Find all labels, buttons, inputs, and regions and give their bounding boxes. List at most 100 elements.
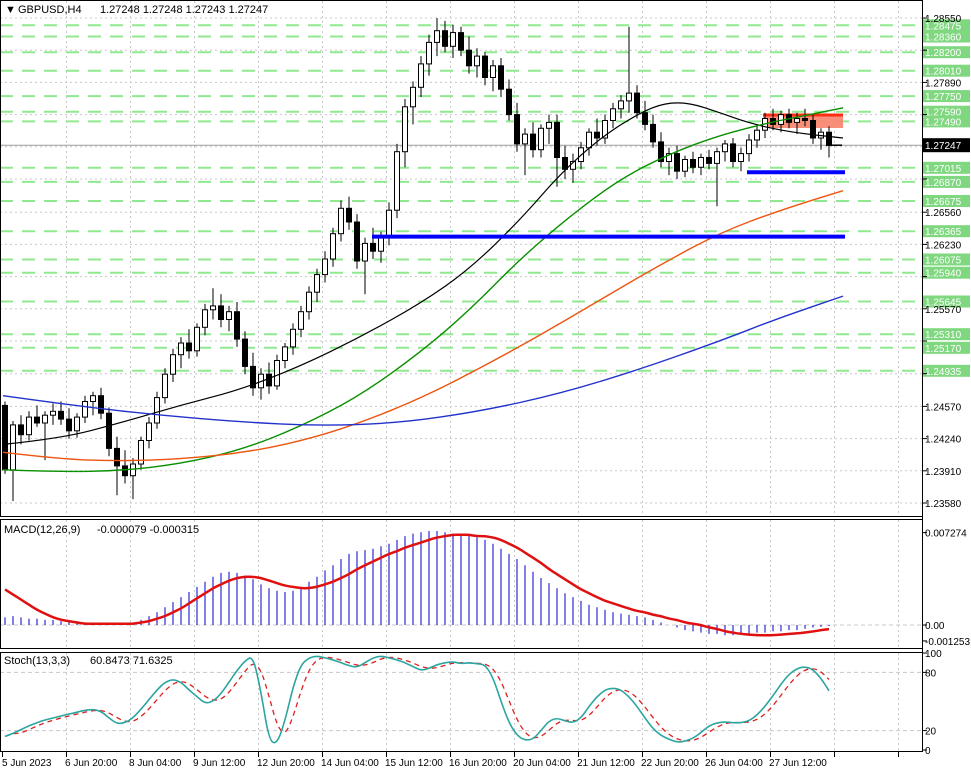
candle	[322, 258, 328, 276]
candle	[498, 65, 504, 90]
candle	[450, 32, 456, 47]
price-level-label: 1.27015	[925, 164, 962, 175]
candle	[306, 291, 312, 313]
macd-indicator-title: MACD(12,26,9)	[4, 524, 80, 536]
time-axis-label: 5 Jun 2023	[2, 758, 52, 769]
price-level-tag	[923, 341, 970, 354]
time-axis-label: 9 Jun 12:00	[193, 758, 246, 769]
candle	[50, 410, 56, 416]
ma-green	[2, 107, 844, 473]
candle	[122, 465, 128, 477]
candle	[434, 30, 440, 43]
current-price-label: 1.27247	[925, 141, 962, 152]
price-level-label: 1.28200	[925, 48, 962, 59]
macd-axis-label: -0.001253	[925, 637, 970, 648]
price-level-tag	[923, 225, 970, 238]
time-axis-label: 12 Jun 20:00	[257, 758, 315, 769]
price-axis-label: 1.26560	[925, 208, 962, 219]
price-level-tag	[923, 295, 970, 308]
price-level-label: 1.27750	[925, 92, 962, 103]
candle	[538, 127, 544, 151]
support-lines-layer	[372, 144, 845, 239]
price-level-label: 1.26075	[925, 256, 962, 267]
time-axis-label: 14 Jun 04:00	[321, 758, 379, 769]
price-level-tag	[923, 266, 970, 279]
stochastic-panel-layer	[0, 655, 922, 744]
candle	[658, 141, 664, 162]
price-level-label: 1.28360	[925, 33, 962, 44]
price-level-label: 1.25940	[925, 269, 962, 280]
candle	[586, 131, 592, 149]
candle	[266, 373, 272, 387]
macd-axis-label: 0.007274	[925, 529, 967, 540]
time-axis-label: 27 Jun 12:00	[769, 758, 827, 769]
candle	[242, 338, 248, 367]
stoch-axis-label: 20	[925, 727, 937, 738]
price-level-tag	[923, 328, 970, 341]
candle	[218, 305, 224, 320]
time-axis-label: 15 Jun 12:00	[385, 758, 443, 769]
candle	[298, 311, 304, 330]
candle	[106, 412, 112, 449]
candle	[554, 121, 560, 158]
candle	[490, 65, 496, 79]
candle	[594, 131, 600, 139]
candle	[202, 309, 208, 328]
price-level-tag	[923, 175, 970, 188]
price-level-tag	[923, 46, 970, 59]
symbol-dropdown-icon[interactable]: ▼	[5, 4, 16, 16]
candle	[186, 342, 192, 352]
candle	[722, 143, 728, 153]
stoch-main-line	[4, 655, 830, 744]
price-level-tag	[923, 364, 970, 377]
candle	[746, 139, 752, 155]
candle	[514, 114, 520, 145]
candle	[418, 63, 424, 88]
time-axis-label: 6 Jun 20:00	[65, 758, 118, 769]
candle	[34, 416, 40, 424]
candle	[394, 151, 400, 211]
panel-borders-layer	[0, 0, 923, 752]
candle	[826, 131, 832, 146]
candle	[290, 328, 296, 348]
candle	[602, 120, 608, 139]
candle	[810, 120, 816, 139]
candle	[642, 112, 648, 125]
grid-layer	[0, 1, 922, 751]
candle	[354, 221, 360, 262]
candle	[530, 133, 536, 151]
candle	[674, 153, 680, 172]
candle	[442, 30, 448, 47]
candle	[618, 100, 624, 110]
stoch-axis-label: 80	[925, 668, 937, 679]
chart-quote-values: 1.27248 1.27248 1.27243 1.27247	[100, 4, 268, 16]
stoch-indicator-title: Stoch(13,3,3)	[4, 655, 70, 667]
candle	[26, 416, 32, 436]
time-axis-label: 20 Jun 04:00	[513, 758, 571, 769]
candle	[154, 397, 160, 424]
candle	[250, 365, 256, 389]
ma-slow-blue	[2, 295, 844, 426]
ma-orange	[2, 190, 844, 462]
macd-signal-line	[4, 533, 830, 637]
price-level-label: 1.28475	[925, 21, 962, 32]
candle	[2, 404, 8, 471]
price-axis-label: 1.23580	[925, 499, 962, 510]
price-level-tag	[923, 19, 970, 32]
candle	[282, 346, 288, 361]
candle	[610, 108, 616, 122]
candle	[178, 342, 184, 356]
time-axis-label: 21 Jun 12:00	[577, 758, 635, 769]
candle	[346, 207, 352, 223]
candle	[338, 207, 344, 235]
candle	[426, 41, 432, 65]
candle	[18, 424, 24, 436]
moving-averages-layer	[2, 102, 844, 473]
price-level-tag	[923, 161, 970, 174]
candle	[162, 373, 168, 399]
price-level-tag	[923, 30, 970, 43]
candle	[666, 153, 672, 163]
current-price-tag	[923, 138, 970, 153]
